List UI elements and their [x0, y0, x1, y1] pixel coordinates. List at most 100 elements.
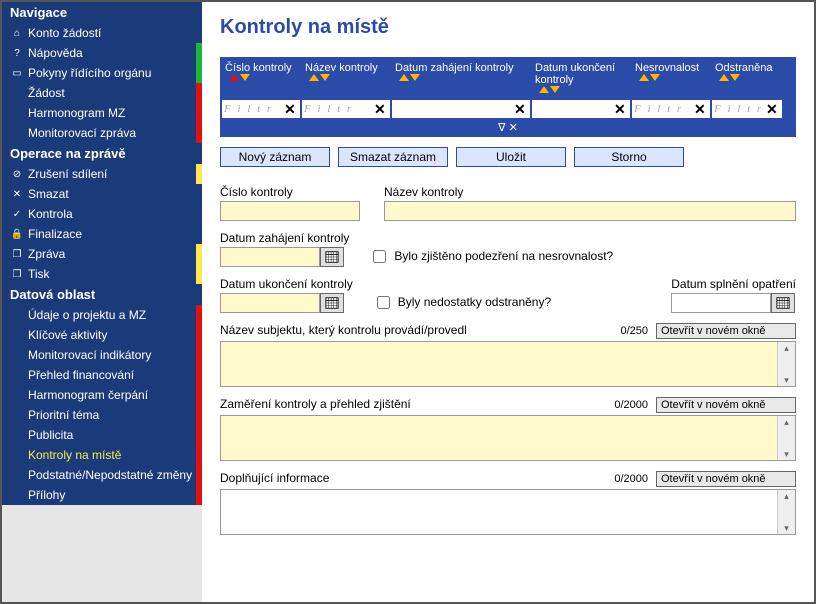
nesrovnalost-checkbox[interactable] — [373, 250, 386, 263]
cislo-kontroly-input[interactable] — [220, 201, 360, 221]
sidebar-item-icon: ⌂ — [10, 28, 24, 39]
sidebar-item[interactable]: ⌂ Konto žádostí — [2, 23, 202, 43]
sidebar-item[interactable]: Kontroly na místě — [2, 445, 202, 465]
sidebar-item-label: Zpráva — [28, 247, 65, 261]
table-column-header[interactable]: Odstraněna — [711, 58, 783, 99]
sidebar-item[interactable]: Monitorovací zpráva — [2, 123, 202, 143]
subjekt-label: Název subjektu, který kontrolu provádí/p… — [220, 323, 467, 337]
clear-filter-icon[interactable]: ✕ — [282, 101, 298, 118]
status-marker — [196, 264, 202, 284]
sidebar-item-icon: 🔒 — [10, 229, 24, 240]
sort-asc-icon[interactable] — [539, 86, 549, 93]
sort-asc-icon[interactable] — [229, 74, 239, 81]
scrollbar[interactable]: ▴▾ — [777, 416, 795, 460]
zamereni-textarea[interactable] — [221, 416, 777, 460]
sort-asc-icon[interactable] — [639, 74, 649, 81]
zamereni-count: 0/2000 — [614, 399, 648, 411]
sort-asc-icon[interactable] — [719, 74, 729, 81]
sidebar-item-icon: ✕ — [10, 189, 24, 200]
cancel-button[interactable]: Storno — [574, 147, 684, 167]
datum-ukonceni-input[interactable] — [220, 293, 320, 313]
sidebar-item[interactable]: Žádost — [2, 83, 202, 103]
calendar-icon[interactable] — [771, 293, 795, 313]
sidebar-item[interactable]: ✕Smazat — [2, 184, 202, 204]
clear-filter-icon[interactable]: ✕ — [692, 101, 708, 118]
new-record-button[interactable]: Nový záznam — [220, 147, 330, 167]
sidebar-item-label: Prioritní téma — [28, 408, 99, 422]
sidebar-item[interactable]: Publicita — [2, 425, 202, 445]
sidebar-item-label: Harmonogram MZ — [28, 106, 125, 120]
doplnujici-label: Doplňující informace — [220, 471, 329, 485]
status-marker — [196, 445, 202, 465]
sidebar-item[interactable]: ?Nápověda — [2, 43, 202, 63]
sidebar-item-icon: ❐ — [10, 269, 24, 280]
sidebar-item[interactable]: 🔒Finalizace — [2, 224, 202, 244]
sort-desc-icon[interactable] — [410, 74, 420, 81]
sort-desc-icon[interactable] — [320, 74, 330, 81]
sidebar-item[interactable]: Harmonogram MZ — [2, 103, 202, 123]
datum-splneni-input[interactable] — [671, 293, 771, 313]
sidebar-item-label: Publicita — [28, 428, 73, 442]
table-funnel-row[interactable]: ∇ ✕ — [221, 119, 795, 136]
status-marker — [196, 345, 202, 365]
sidebar-item[interactable]: ❐Tisk — [2, 264, 202, 284]
sort-desc-icon[interactable] — [550, 86, 560, 93]
save-button[interactable]: Uložit — [456, 147, 566, 167]
sidebar: Navigace⌂Konto žádostí?Nápověda▭Pokyny ř… — [2, 2, 202, 602]
status-marker — [196, 305, 202, 325]
calendar-icon[interactable] — [320, 247, 344, 267]
status-marker — [196, 63, 202, 83]
sort-asc-icon[interactable] — [309, 74, 319, 81]
sidebar-item[interactable]: Přehled financování — [2, 365, 202, 385]
clear-filter-icon[interactable]: ✕ — [612, 101, 628, 118]
table-column-header[interactable]: Datum ukončení kontroly — [531, 58, 631, 99]
clear-filter-icon[interactable]: ✕ — [372, 101, 388, 118]
nedostatky-checkbox[interactable] — [377, 296, 390, 309]
clear-filter-icon[interactable]: ✕ — [764, 101, 780, 118]
status-marker — [196, 123, 202, 143]
open-new-window-button[interactable]: Otevřít v novém okně — [656, 397, 796, 413]
datum-zahajeni-input[interactable] — [220, 247, 320, 267]
sort-desc-icon[interactable] — [730, 74, 740, 81]
open-new-window-button[interactable]: Otevřít v novém okně — [656, 323, 796, 339]
clear-filter-icon[interactable]: ✕ — [512, 101, 528, 118]
sidebar-item[interactable]: ❐ Zpráva — [2, 244, 202, 264]
sidebar-item[interactable]: Údaje o projektu a MZ — [2, 305, 202, 325]
sort-desc-icon[interactable] — [240, 74, 250, 81]
status-marker — [196, 164, 202, 184]
calendar-icon[interactable] — [320, 293, 344, 313]
table-filter-input[interactable] — [534, 103, 612, 115]
datum-splneni-label: Datum splnění opatření — [671, 277, 796, 291]
subjekt-textarea[interactable] — [221, 342, 777, 386]
sidebar-item-label: Údaje o projektu a MZ — [28, 308, 146, 322]
table-filter-input[interactable] — [634, 103, 692, 115]
table-filter-input[interactable] — [714, 103, 764, 115]
sidebar-item[interactable]: ▭Pokyny řídícího orgánu — [2, 63, 202, 83]
table-filter-input[interactable] — [304, 103, 372, 115]
sidebar-item[interactable]: Harmonogram čerpání — [2, 385, 202, 405]
sidebar-item[interactable]: Monitorovací indikátory — [2, 345, 202, 365]
sort-asc-icon[interactable] — [399, 74, 409, 81]
table-filter-input[interactable] — [224, 103, 282, 115]
sidebar-item[interactable]: Klíčové aktivity — [2, 325, 202, 345]
sort-desc-icon[interactable] — [650, 74, 660, 81]
sidebar-item[interactable]: Prioritní téma — [2, 405, 202, 425]
sidebar-item-icon: ❐ — [10, 249, 24, 260]
sidebar-item-label: Konto žádostí — [28, 26, 101, 40]
sidebar-item[interactable]: ⊘Zrušení sdílení — [2, 164, 202, 184]
doplnujici-textarea[interactable] — [221, 490, 777, 534]
sidebar-item[interactable]: Podstatné/Nepodstatné změny — [2, 465, 202, 485]
delete-record-button[interactable]: Smazat záznam — [338, 147, 448, 167]
table-column-header[interactable]: Datum zahájení kontroly — [391, 58, 531, 99]
open-new-window-button[interactable]: Otevřít v novém okně — [656, 471, 796, 487]
table-column-header[interactable]: Nesrovnalost — [631, 58, 711, 99]
sidebar-item[interactable]: Přílohy — [2, 485, 202, 505]
sidebar-item[interactable]: ✓Kontrola — [2, 204, 202, 224]
table-filter-input[interactable] — [394, 103, 512, 115]
scrollbar[interactable]: ▴▾ — [777, 342, 795, 386]
table-column-header[interactable]: Číslo kontroly — [221, 58, 301, 99]
scrollbar[interactable]: ▴▾ — [777, 490, 795, 534]
sidebar-item-label: Monitorovací indikátory — [28, 348, 151, 362]
nazev-kontroly-input[interactable] — [384, 201, 796, 221]
table-column-header[interactable]: Název kontroly — [301, 58, 391, 99]
